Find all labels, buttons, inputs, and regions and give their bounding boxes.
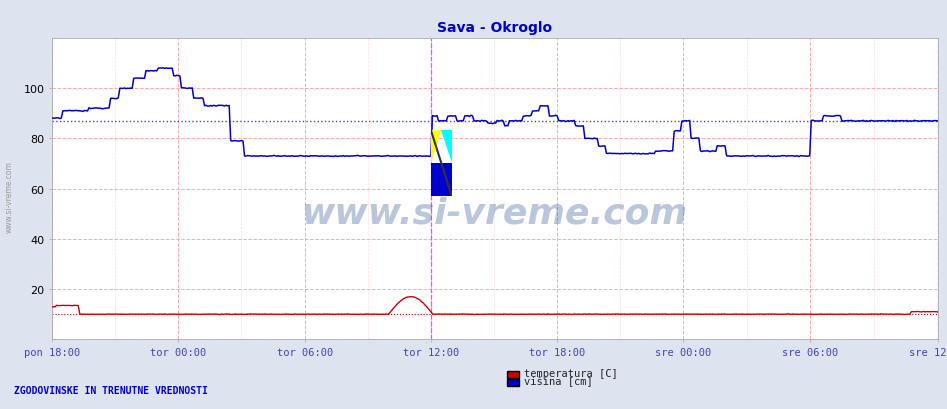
Text: temperatura [C]: temperatura [C] — [524, 368, 617, 378]
Polygon shape — [431, 164, 452, 196]
Text: ZGODOVINSKE IN TRENUTNE VREDNOSTI: ZGODOVINSKE IN TRENUTNE VREDNOSTI — [14, 384, 208, 395]
Text: www.si-vreme.com: www.si-vreme.com — [302, 196, 688, 230]
Polygon shape — [441, 131, 452, 164]
Text: www.si-vreme.com: www.si-vreme.com — [5, 160, 14, 232]
Polygon shape — [431, 131, 441, 164]
Text: višina [cm]: višina [cm] — [524, 376, 593, 387]
Title: Sava - Okroglo: Sava - Okroglo — [438, 21, 552, 35]
